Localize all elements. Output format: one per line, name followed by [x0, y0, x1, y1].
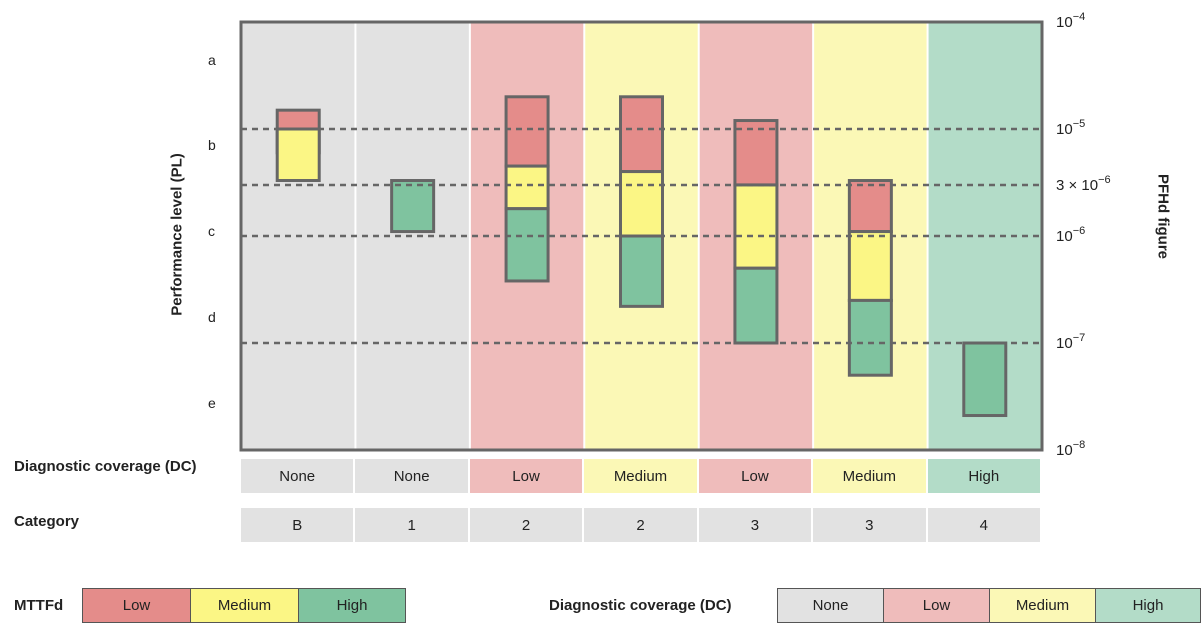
bar-segment-high — [504, 207, 550, 283]
legend-swatch-mttfd_low: Low — [82, 588, 191, 623]
dc-cell: High — [927, 459, 1040, 493]
dc-cell: Low — [469, 459, 583, 493]
pfhd-dashed-lines — [241, 127, 1042, 345]
pl-pfhd-chart: 10−4 10−5 3 × 10−6 10−6 10−7 10−8 — [239, 11, 1111, 459]
bar-segment-medium — [275, 127, 321, 183]
legend-swatch-mttfd_medium: Medium — [190, 588, 299, 623]
pfhd-tick-labels: 10−4 10−5 3 × 10−6 10−6 10−7 10−8 — [1056, 11, 1111, 459]
bar-segment-high — [847, 298, 893, 377]
right-axis-title: PFHd figure — [1154, 174, 1172, 259]
category-cell: 2 — [469, 508, 583, 542]
pl-label-e: e — [208, 395, 216, 411]
mttfd-bars — [275, 95, 1008, 418]
dc-cell: None — [355, 459, 468, 493]
legend-swatch-dc_low: Low — [883, 588, 990, 623]
legend-swatch-dc_none: None — [777, 588, 884, 623]
bar-segment-medium — [847, 230, 893, 302]
legend-swatch-dc_medium: Medium — [989, 588, 1096, 623]
bar-segment-high — [390, 179, 436, 234]
pl-label-d: d — [208, 309, 216, 325]
bar-segment-medium — [619, 170, 664, 238]
dc-cell: Medium — [813, 459, 926, 493]
pfhd-tick-t7: 10−7 — [1056, 332, 1085, 352]
bar-segment-high — [962, 341, 1008, 418]
category-cell: 3 — [698, 508, 812, 542]
category-row-label: Category — [14, 513, 80, 530]
pfhd-tick-t3e6: 3 × 10−6 — [1056, 174, 1111, 194]
bar-segment-medium — [733, 183, 779, 270]
pl-label-c: c — [208, 223, 215, 239]
dc-cell: Low — [698, 459, 812, 493]
pl-label-a: a — [208, 52, 216, 68]
pfhd-tick-t8: 10−8 — [1056, 439, 1085, 459]
pfhd-tick-t6: 10−6 — [1056, 225, 1085, 245]
category-cell: 4 — [927, 508, 1040, 542]
bar-segment-low — [504, 95, 550, 168]
dc-legend-label: Diagnostic coverage (DC) — [549, 597, 732, 614]
dc-cell: None — [241, 459, 354, 493]
dc-row-label: Diagnostic coverage (DC) — [14, 458, 197, 475]
bar-segment-low — [619, 95, 664, 174]
pfhd-tick-t5: 10−5 — [1056, 118, 1085, 138]
left-axis-title: Performance level (PL) — [168, 153, 186, 316]
bar-segment-low — [847, 179, 893, 234]
pfhd-tick-t4: 10−4 — [1056, 11, 1085, 31]
category-cell: 1 — [355, 508, 468, 542]
bar-segment-high — [733, 266, 779, 345]
pl-label-b: b — [208, 137, 216, 153]
mttfd-legend-label: MTTFd — [14, 597, 64, 614]
category-cell: 2 — [584, 508, 697, 542]
category-cell: B — [241, 508, 354, 542]
dc-cell: Medium — [584, 459, 697, 493]
chart-frame — [239, 20, 1044, 452]
legend-swatch-mttfd_high: High — [298, 588, 406, 623]
category-cell: 3 — [813, 508, 926, 542]
legend-swatch-dc_high: High — [1095, 588, 1201, 623]
bar-segment-medium — [504, 164, 550, 211]
bar-segment-high — [619, 234, 664, 308]
